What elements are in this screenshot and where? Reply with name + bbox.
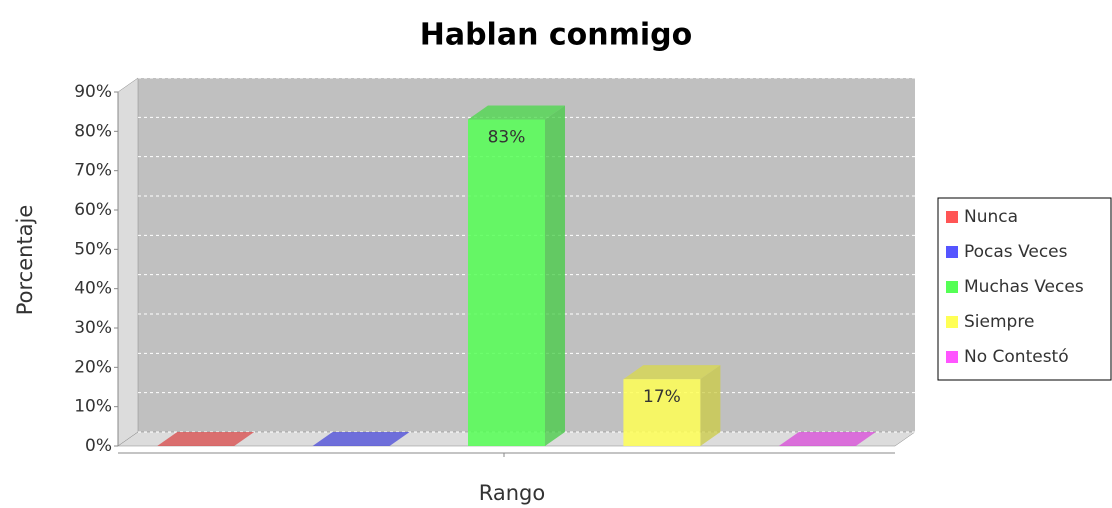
chart-title: Hablan conmigo — [420, 18, 693, 53]
y-tick-label: 60% — [74, 200, 112, 220]
legend-swatch — [946, 351, 958, 363]
bar-side — [545, 105, 565, 447]
legend-swatch — [946, 211, 958, 223]
legend-swatch — [946, 281, 958, 293]
legend-label: No Contestó — [964, 347, 1069, 367]
legend-label: Nunca — [964, 207, 1018, 227]
legend-swatch — [946, 316, 958, 328]
data-label: 83% — [488, 128, 526, 148]
y-tick-label: 30% — [74, 318, 112, 338]
y-tick-label: 40% — [74, 279, 112, 299]
data-label: 17% — [643, 387, 681, 407]
left-wall — [117, 77, 139, 447]
bar-top — [157, 432, 255, 446]
legend-swatch — [946, 246, 958, 258]
legend-label: Muchas Veces — [964, 277, 1084, 297]
x-axis-label: Rango — [479, 481, 546, 505]
bar-top — [778, 432, 876, 446]
legend-box — [937, 197, 1112, 381]
bar — [468, 119, 545, 447]
legend-label: Pocas Veces — [964, 242, 1068, 262]
y-tick-label: 0% — [85, 436, 112, 456]
bar-top — [623, 365, 721, 380]
legend-label: Siempre — [964, 312, 1034, 332]
y-axis-label: Porcentaje — [13, 205, 37, 316]
bar-top — [312, 432, 410, 446]
y-tick-label: 10% — [74, 397, 112, 417]
y-tick-label: 20% — [74, 357, 112, 377]
y-tick-label: 90% — [74, 82, 112, 102]
bar-side — [700, 365, 721, 446]
bar-top — [468, 105, 565, 120]
bar — [623, 379, 701, 446]
y-tick-label: 80% — [74, 121, 112, 141]
y-tick-label: 50% — [74, 239, 112, 259]
y-tick-label: 70% — [74, 161, 112, 181]
